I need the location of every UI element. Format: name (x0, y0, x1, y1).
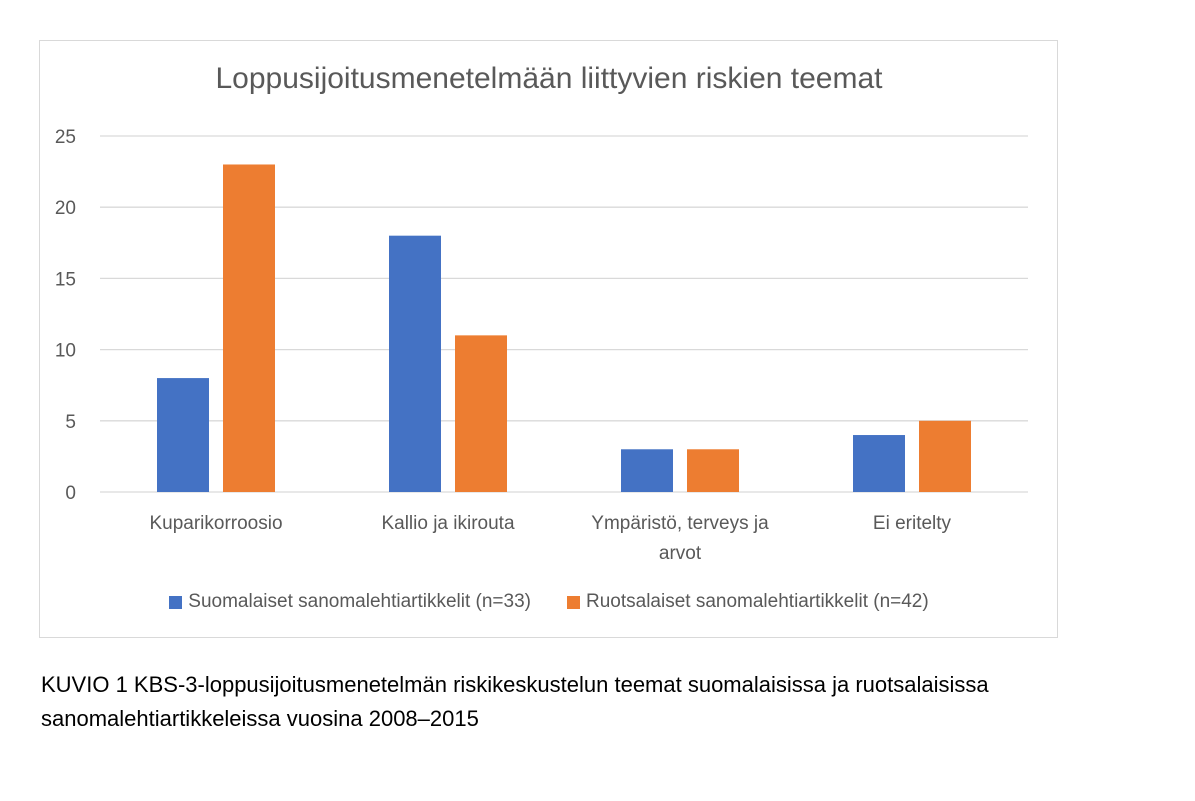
bar (621, 449, 673, 492)
legend-item: Ruotsalaiset sanomalehtiartikkelit (n=42… (567, 591, 929, 613)
legend-label: Ruotsalaiset sanomalehtiartikkelit (n=42… (586, 591, 929, 612)
figure-caption: KUVIO 1 KBS-3-loppusijoitusmenetelmän ri… (41, 668, 1171, 736)
y-tick-label: 25 (55, 127, 76, 148)
chart-title: Loppusijoitusmenetelmään liittyvien risk… (215, 62, 883, 95)
chart-legend: Suomalaiset sanomalehtiartikkelit (n=33)… (0, 591, 1098, 613)
legend-swatch (567, 595, 580, 609)
y-tick-label: 0 (65, 483, 76, 504)
bar (919, 420, 971, 492)
legend-swatch (169, 595, 183, 609)
bar (455, 335, 507, 492)
legend-item: Suomalaiset sanomalehtiartikkelit (n=33) (169, 591, 531, 613)
legend-label: Suomalaiset sanomalehtiartikkelit (n=33) (188, 591, 531, 612)
caption-line-2: sanomalehtiartikkeleissa vuosina 2008–20… (41, 706, 479, 731)
y-tick-label: 20 (55, 198, 76, 219)
y-tick-label: 15 (55, 269, 76, 290)
x-tick-label: Kallio ja ikirouta (381, 513, 514, 534)
x-tick-label: Kuparikorroosio (149, 513, 282, 534)
x-tick-label: Ei eritelty (873, 513, 952, 534)
caption-line-1: KUVIO 1 KBS-3-loppusijoitusmenetelmän ri… (41, 672, 989, 697)
bar (853, 435, 905, 492)
bar (223, 164, 275, 493)
bar (157, 378, 209, 492)
x-tick-label: Ympäristö, terveys ja (591, 513, 769, 534)
y-tick-label: 5 (65, 412, 76, 433)
chart-area (39, 40, 1058, 638)
x-tick-label: arvot (659, 543, 702, 564)
bar (389, 235, 441, 492)
bar (687, 449, 739, 492)
y-tick-label: 10 (55, 341, 76, 362)
